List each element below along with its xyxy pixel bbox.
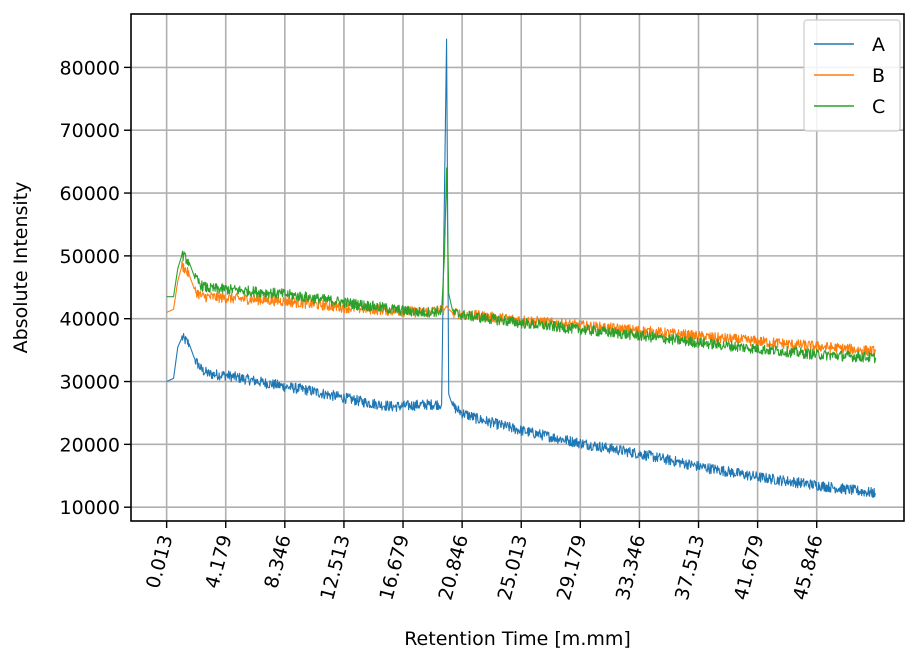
y-tick-label: 60000 [60,183,120,205]
y-tick-label: 50000 [60,246,120,268]
y-axis-label: Absolute Intensity [10,182,32,354]
series-A-line [166,38,877,499]
grid [131,14,904,521]
x-tick-label: 8.346 [260,533,295,591]
x-tick-label: 4.179 [201,533,236,591]
x-tick-label: 0.013 [142,533,177,591]
x-tick-label: 16.679 [375,533,413,603]
series-B-line [166,260,877,358]
x-tick-label: 25.013 [494,533,532,603]
y-tick-label: 20000 [60,434,120,456]
x-tick-label: 33.346 [612,533,650,603]
x-axis-label: Retention Time [m.mm] [404,628,631,650]
legend: ABC [803,19,901,132]
x-tick-label: 37.513 [671,533,709,603]
y-tick-label: 80000 [60,57,120,79]
x-tick-label: 45.846 [789,533,827,603]
x-tick-label: 12.513 [316,533,354,603]
series-C-line [166,167,877,364]
legend-label-A: A [872,34,885,56]
legend-label-C: C [872,96,885,118]
x-tick-label: 41.679 [730,533,768,603]
legend-label-B: B [872,65,885,87]
y-tick-label: 40000 [60,309,120,331]
plot-frame [130,13,905,522]
x-tick-label: 20.846 [434,533,472,603]
y-tick-label: 30000 [60,372,120,394]
series-layer [166,38,877,499]
y-tick-label: 10000 [60,497,120,519]
x-tick-label: 29.179 [553,533,591,603]
x-axis-ticks: 0.013 4.179 8.346 12.513 16.679 20.846 25.013 2… [142,521,828,603]
y-axis-ticks: 10000 20000 30000 40000 50000 60000 70000 80000 [60,57,131,519]
y-tick-label: 70000 [60,120,120,142]
